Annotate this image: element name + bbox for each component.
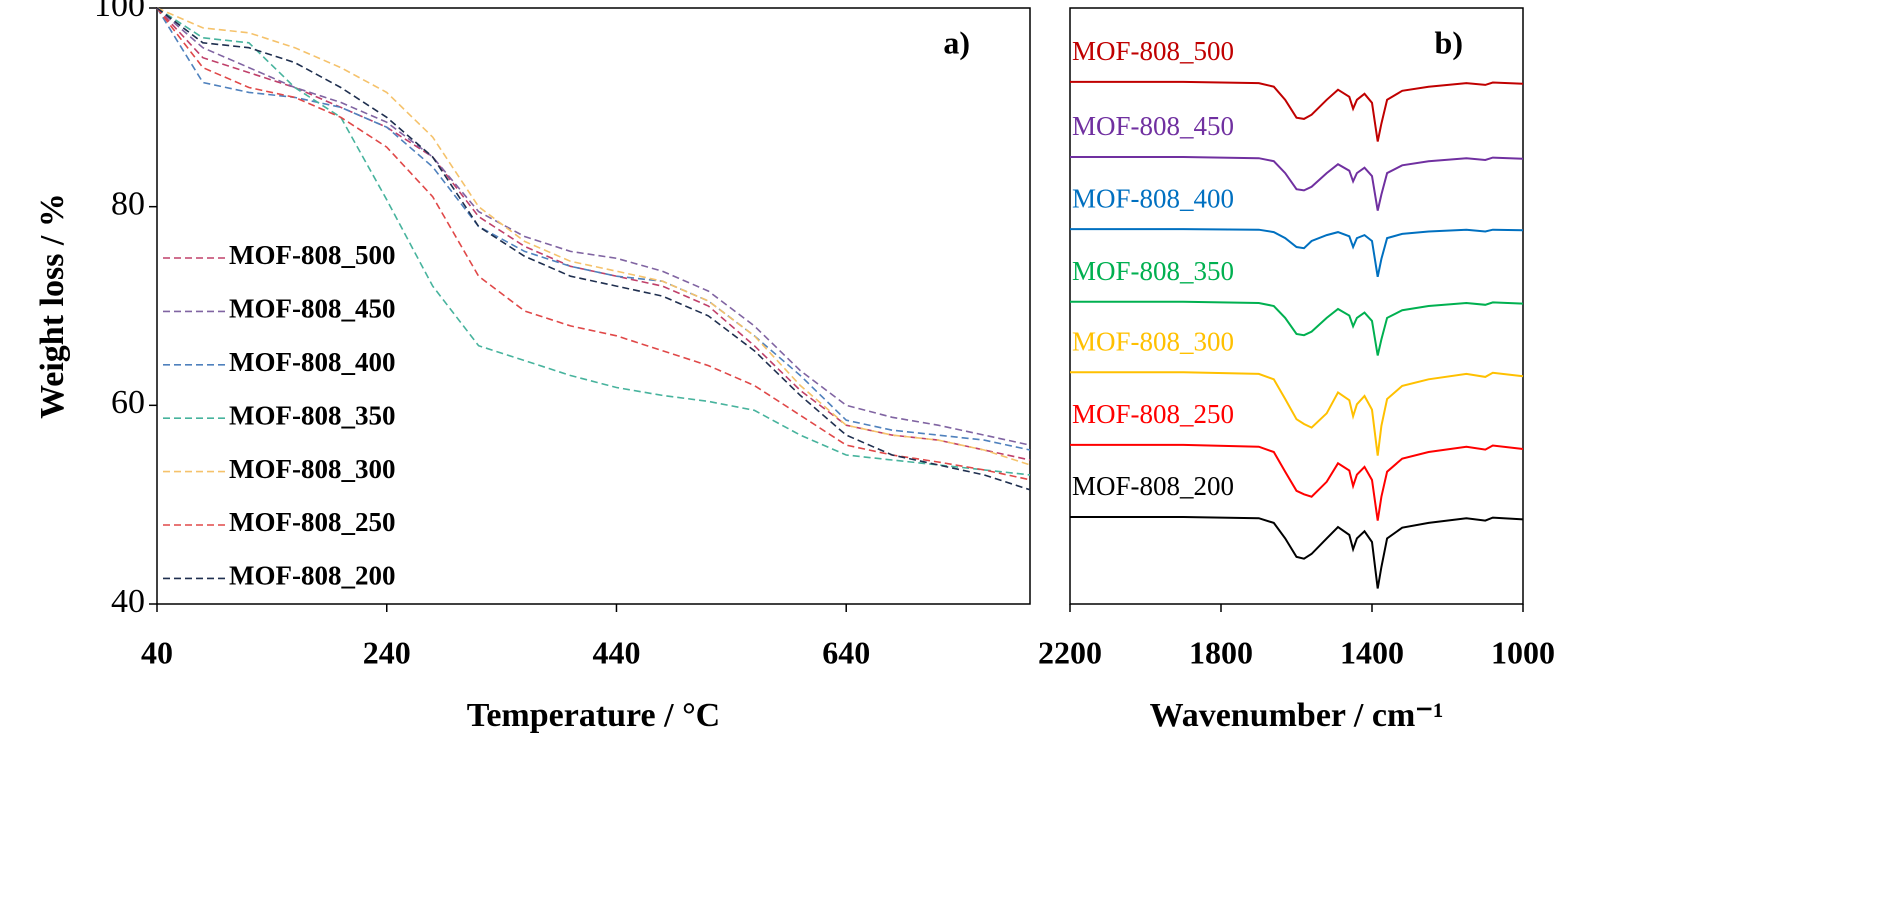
data-line (1070, 80, 1524, 142)
data-line (1070, 516, 1524, 589)
x-tick-label: 1800 (1189, 634, 1253, 670)
y-tick-label: 80 (111, 185, 145, 222)
data-line (156, 7, 1031, 466)
series-label: MOF-808_300 (1072, 326, 1234, 356)
data-line (156, 7, 1031, 451)
legend-label: MOF-808_200 (229, 561, 395, 591)
x-tick-label: 640 (822, 634, 870, 670)
series-label: MOF-808_350 (1072, 256, 1234, 286)
x-axis-title: Wavenumber / cm⁻¹ (1150, 697, 1444, 734)
legend-label: MOF-808_450 (229, 294, 395, 324)
y-tick-label: 60 (111, 384, 145, 421)
x-axis-title: Temperature / °C (467, 697, 720, 734)
y-tick-label: 100 (94, 0, 145, 24)
x-tick-label: 1400 (1340, 634, 1404, 670)
data-line (156, 7, 1031, 446)
x-tick-label: 440 (592, 634, 640, 670)
data-line (156, 7, 1031, 461)
data-line (156, 7, 1031, 491)
series-label: MOF-808_500 (1072, 36, 1234, 66)
data-line (1070, 300, 1524, 356)
x-tick-label: 40 (141, 634, 173, 670)
data-line (156, 7, 1031, 481)
data-line (1070, 228, 1524, 278)
data-line (1070, 371, 1524, 456)
panel-label: b) (1435, 24, 1463, 60)
legend-label: MOF-808_350 (229, 400, 395, 430)
legend-label: MOF-808_400 (229, 347, 395, 377)
x-tick-label: 1000 (1491, 634, 1555, 670)
panel-label: a) (943, 24, 970, 60)
legend-label: MOF-808_300 (229, 454, 395, 484)
x-tick-label: 240 (363, 634, 411, 670)
legend-label: MOF-808_250 (229, 507, 395, 537)
series-label: MOF-808_450 (1072, 111, 1234, 141)
plot-frame (1069, 7, 1524, 605)
y-tick-label: 40 (111, 583, 145, 620)
series-label: MOF-808_200 (1072, 471, 1234, 501)
series-label: MOF-808_400 (1072, 183, 1234, 213)
series-label: MOF-808_250 (1072, 399, 1234, 429)
legend-label: MOF-808_500 (229, 240, 395, 270)
plot-frame (156, 7, 1031, 605)
data-line (1070, 156, 1524, 211)
data-line (1070, 443, 1524, 521)
data-line (156, 7, 1031, 476)
x-tick-label: 2200 (1038, 634, 1102, 670)
y-axis-title: Weight loss / % (34, 193, 71, 419)
